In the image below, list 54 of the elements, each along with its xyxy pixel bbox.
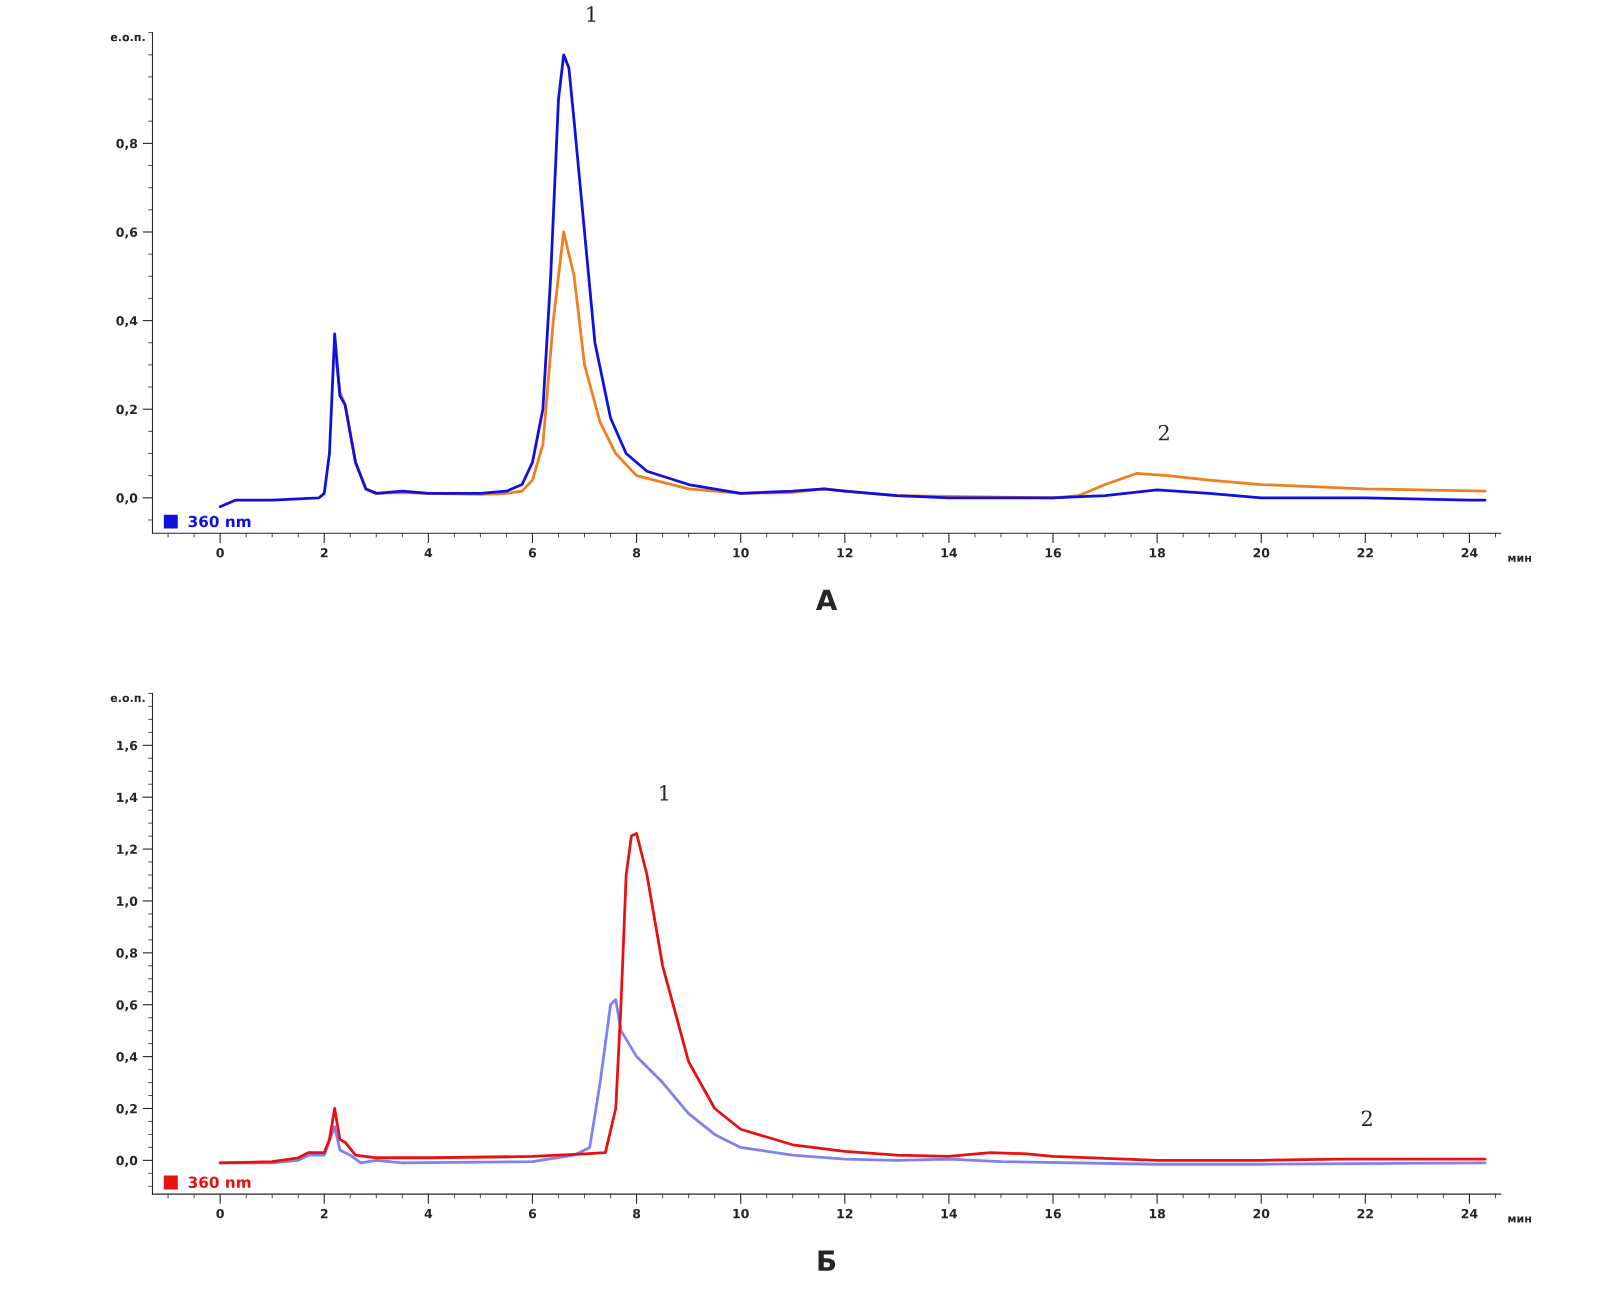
x-tick-label: 6 (528, 548, 537, 558)
y-tick-label: 0,6 (116, 1000, 138, 1012)
text: Б (818, 1250, 836, 1271)
y-tick-label: 0,8 (116, 138, 138, 150)
x-axis-title: мин (1508, 555, 1532, 562)
y-tick-label: 1,2 (117, 844, 137, 856)
annotation: 2 (1158, 424, 1169, 441)
x-tick-label: 18 (1149, 548, 1166, 558)
y-tick-label: 0,0 (116, 493, 138, 505)
x-tick-label: 16 (1045, 1208, 1062, 1219)
x-tick-label: 20 (1253, 548, 1270, 558)
line-series (218, 832, 1487, 1165)
x-tick-label: 4 (424, 1209, 433, 1219)
y-tick-label: 0,4 (116, 316, 138, 328)
x-tick-label: 14 (941, 548, 958, 558)
x-tick-label: 12 (837, 1208, 853, 1219)
x-tick-label: 4 (424, 548, 433, 558)
annotation: 2 (1361, 1110, 1372, 1126)
annotation: 1 (660, 784, 669, 801)
x-tick-label: 24 (1461, 548, 1478, 558)
x-tick-label: 22 (1357, 548, 1373, 558)
x-tick-label: 8 (632, 548, 641, 558)
y-axis-title: е.о.п. (110, 34, 145, 42)
y-tick-label: 0,2 (116, 1103, 137, 1115)
y-tick-label: 0,6 (116, 227, 138, 239)
text: А (815, 589, 838, 611)
y-tick-label: 0,0 (116, 1155, 138, 1167)
y-tick-label: 1,4 (117, 792, 138, 804)
y-tick-label: 0,2 (116, 404, 137, 416)
y-tick-label: 0,8 (116, 948, 138, 960)
x-axis-title: мин (1508, 1216, 1532, 1223)
x-tick-label: 18 (1149, 1208, 1166, 1219)
x-tick-label: 20 (1253, 1208, 1270, 1219)
annotation: 1 (587, 6, 596, 22)
x-tick-label: 2 (320, 1208, 328, 1219)
y-axis-title: е.о.п. (110, 695, 145, 703)
x-tick-label: 24 (1461, 1208, 1478, 1219)
x-tick-label: 0 (216, 548, 224, 558)
line-series (218, 53, 1487, 509)
x-tick-label: 8 (632, 1208, 641, 1219)
x-tick-label: 6 (528, 1208, 537, 1219)
y-tick-label: 0,4 (116, 1052, 138, 1064)
x-tick-label: 2 (320, 548, 328, 558)
x-tick-label: 14 (941, 1209, 958, 1219)
x-tick-label: 10 (733, 1208, 749, 1219)
x-tick-label: 16 (1045, 548, 1062, 558)
x-tick-label: 22 (1357, 1208, 1373, 1219)
x-tick-label: 10 (733, 548, 749, 558)
y-tick-label: 1,0 (117, 896, 138, 908)
legend-label: 360 nm (188, 1176, 251, 1189)
x-tick-label: 12 (837, 548, 853, 558)
y-tick-label: 1,6 (117, 740, 138, 752)
x-tick-label: 0 (216, 1208, 224, 1219)
legend-label: 360 nm (188, 515, 251, 528)
